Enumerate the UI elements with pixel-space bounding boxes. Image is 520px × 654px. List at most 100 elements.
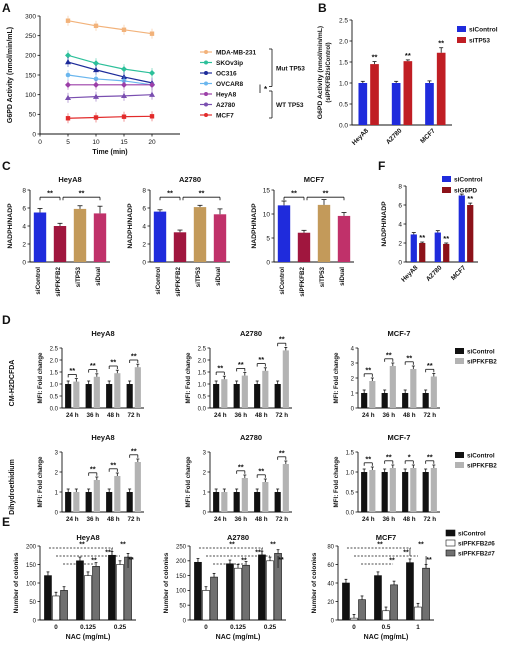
x-tick-label: 0.25: [264, 624, 277, 631]
legend-entry: MDA-MB-231: [216, 50, 256, 57]
bar-treated: [114, 476, 121, 512]
x-tick-label: 0: [54, 624, 58, 631]
y-tick-label: 200: [26, 544, 37, 550]
bar-control: [65, 492, 72, 512]
bar-control: [274, 384, 281, 408]
x-tick-label: A2780: [385, 127, 404, 146]
bar-treated: [410, 369, 417, 408]
x-tick-label: HeyA8: [351, 127, 371, 147]
y-tick-label: 1.5: [339, 59, 348, 66]
y-tick-label: 0.5: [346, 490, 355, 496]
y-tick-label: 3: [351, 361, 355, 367]
legend-swatch: [442, 187, 451, 193]
chart-title: MCF-7: [388, 433, 411, 442]
sig-label: **: [131, 352, 137, 361]
row-label: Dihydroethidium: [9, 459, 16, 515]
sig-label: **: [131, 446, 137, 455]
y-tick-label: 5: [266, 235, 270, 242]
bar-treated: [241, 375, 248, 408]
x-tick-label: 20: [148, 139, 156, 146]
legend-entry: OVCAR8: [216, 81, 243, 88]
bar-sipfkfb2-7: [60, 590, 68, 621]
bar-sitp53: [73, 208, 87, 262]
y-axis-label: MFI: Fold change: [333, 352, 340, 403]
bar-treated: [221, 492, 228, 512]
y-tick-label: 100: [25, 92, 36, 99]
y-tick-label: 200: [176, 559, 187, 565]
legend-entry: siPFKFB2#6: [458, 541, 495, 548]
sig-label: **: [279, 335, 285, 344]
series-line-ovcar8: [67, 74, 153, 86]
sig-label: **: [110, 460, 116, 469]
series-line-a2780: [67, 94, 153, 99]
y-axis-label: G6PD Activity (nmol/min/mL): [317, 26, 324, 119]
x-tick-label: 24 h: [66, 412, 79, 419]
x-tick-label: 0.5: [382, 624, 391, 631]
bar-control: [361, 393, 368, 408]
legend-swatch: [457, 26, 466, 32]
bar-sicontrol: [194, 561, 202, 621]
legend-marker: [204, 50, 208, 54]
x-tick-label: siDual: [339, 267, 346, 286]
sig-label: **: [427, 361, 433, 370]
x-tick-label: 48 h: [107, 516, 120, 523]
y-tick-label: 2: [55, 470, 59, 476]
bar-control: [85, 492, 92, 512]
bar-sicontrol: [406, 562, 414, 621]
y-tick-label: 20: [327, 600, 334, 606]
y-tick-label: 1.0: [339, 80, 348, 87]
sig-label: **: [105, 550, 111, 557]
bar-treated: [241, 478, 248, 512]
bar-sipfkfb2-7: [242, 564, 250, 621]
legend-swatch: [442, 176, 451, 182]
x-tick-label: 0.125: [80, 624, 96, 631]
legend-swatch: [455, 452, 464, 458]
y-tick-label: 150: [25, 72, 36, 79]
y-tick-label: 0.5: [50, 394, 59, 400]
chart-title: HeyA8: [58, 175, 81, 184]
sig-label: **: [69, 366, 75, 375]
bar-sipfkfb2-7: [358, 599, 366, 621]
bar-sidual: [213, 214, 227, 262]
legend-marker: [204, 113, 208, 117]
row-label: CM-H2DCFDA: [9, 360, 16, 407]
legend-swatch: [445, 529, 456, 537]
bar-sicontrol: [33, 212, 47, 262]
y-tick-label: 0.5: [339, 101, 348, 108]
y-tick-label: 0.0: [198, 406, 207, 412]
bar-sicontrol: [76, 560, 84, 621]
x-tick-label: 36 h: [382, 412, 395, 419]
x-tick-label: siPFKFB2: [55, 267, 62, 297]
sig-label: **: [403, 550, 409, 557]
sig-label: **: [443, 234, 449, 243]
legend-entry: A2780: [216, 102, 236, 109]
y-tick-label: 1: [351, 391, 355, 397]
x-tick-label: 36 h: [234, 516, 247, 523]
sig-label: **: [406, 353, 412, 362]
chart-title: A2780: [240, 433, 262, 442]
sig-label: **: [418, 542, 424, 549]
bar-sipfkfb2-6: [52, 595, 60, 621]
y-tick-label: 0: [398, 259, 402, 266]
y-tick-label: 250: [176, 544, 187, 550]
sig-label: *: [264, 85, 268, 94]
y-tick-label: 2.5: [50, 346, 59, 352]
bar-treated: [93, 376, 100, 408]
sig-label: **: [270, 542, 276, 549]
x-tick-label: 0.125: [230, 624, 246, 631]
y-tick-label: 50: [179, 604, 186, 610]
x-tick-label: 0: [204, 624, 208, 631]
bar-sipfkfb2-6: [414, 606, 422, 621]
bar-treated: [430, 468, 437, 512]
chart-title: HeyA8: [91, 433, 114, 442]
x-tick-label: MCF7: [419, 127, 437, 145]
y-tick-label: 50: [29, 600, 36, 606]
x-tick-label: A2780: [425, 264, 444, 283]
series-line-oc316: [67, 61, 153, 84]
y-tick-label: 8: [142, 187, 146, 194]
bar-sicontrol: [434, 232, 441, 262]
chart-title: MCF-7: [388, 329, 411, 338]
bar-control: [126, 384, 133, 408]
bar-treated: [134, 367, 141, 408]
y-axis-label: NADPH/NADP: [381, 201, 388, 247]
